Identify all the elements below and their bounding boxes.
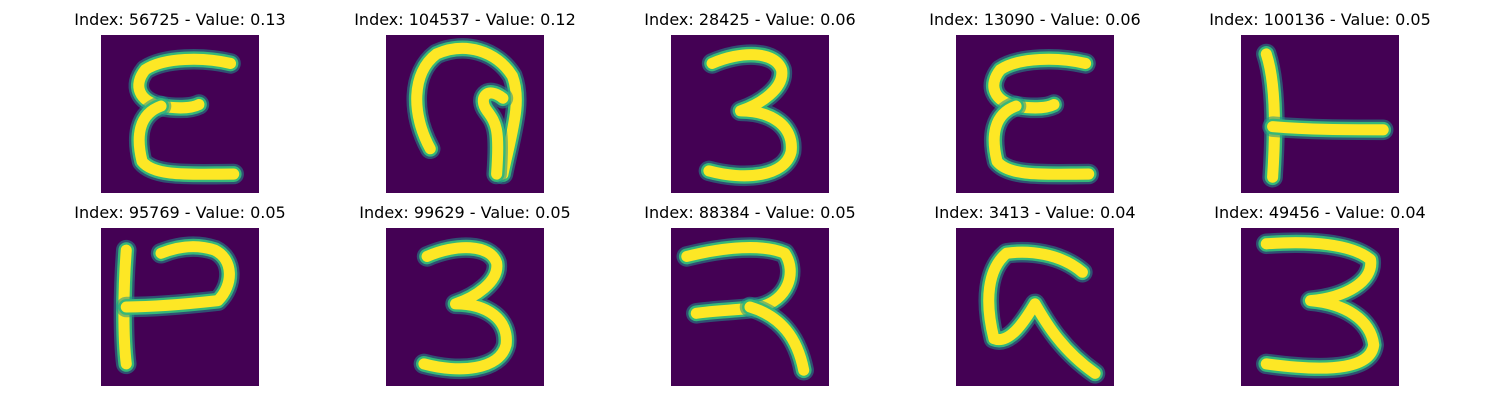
panel-5: Index: 100136 - Value: 0.05: [1190, 10, 1450, 200]
panel-title: Index: 99629 - Value: 0.05: [359, 203, 571, 222]
panel-3: Index: 28425 - Value: 0.06: [620, 10, 880, 200]
panel-title: Index: 104537 - Value: 0.12: [354, 10, 576, 29]
glyph-stroke: [1267, 121, 1389, 136]
digit-image: [671, 35, 829, 193]
panel-title: Index: 13090 - Value: 0.06: [929, 10, 1141, 29]
digit-image: [101, 228, 259, 386]
digit-image: [1241, 35, 1399, 193]
digit-image: [956, 228, 1114, 386]
panel-1: Index: 56725 - Value: 0.13: [50, 10, 310, 200]
digit-image: [386, 228, 544, 386]
glyph-stroke: [681, 242, 796, 319]
glyph-stroke: [411, 42, 522, 180]
glyph-stroke: [988, 53, 1092, 114]
panel-title: Index: 28425 - Value: 0.06: [644, 10, 856, 29]
panel-title: Index: 49456 - Value: 0.04: [1214, 203, 1426, 222]
glyph-stroke: [133, 53, 237, 114]
glyph-stroke: [418, 242, 512, 375]
panel-6: Index: 95769 - Value: 0.05: [50, 203, 310, 393]
panel-title: Index: 56725 - Value: 0.13: [74, 10, 286, 29]
panel-10: Index: 49456 - Value: 0.04: [1190, 203, 1450, 393]
panel-4: Index: 13090 - Value: 0.06: [905, 10, 1165, 200]
digit-image: [101, 35, 259, 193]
panel-title: Index: 95769 - Value: 0.05: [74, 203, 286, 222]
digit-image: [386, 35, 544, 193]
glyph-stroke: [133, 100, 240, 180]
glyph-stroke: [120, 241, 235, 313]
panel-2: Index: 104537 - Value: 0.12: [335, 10, 595, 200]
digit-image: [956, 35, 1114, 193]
glyph-stroke: [983, 246, 1101, 379]
glyph-stroke: [703, 49, 797, 182]
glyph-stroke: [988, 100, 1095, 180]
glyph-stroke: [1260, 237, 1380, 374]
glyph-stroke: [744, 301, 810, 376]
glyph-stroke: [1260, 48, 1281, 183]
panel-8: Index: 88384 - Value: 0.05: [620, 203, 880, 393]
panel-title: Index: 88384 - Value: 0.05: [644, 203, 856, 222]
digit-image: [1241, 228, 1399, 386]
panel-title: Index: 3413 - Value: 0.04: [934, 203, 1136, 222]
panel-9: Index: 3413 - Value: 0.04: [905, 203, 1165, 393]
panel-title: Index: 100136 - Value: 0.05: [1209, 10, 1431, 29]
glyph-stroke: [477, 87, 509, 180]
panel-7: Index: 99629 - Value: 0.05: [335, 203, 595, 393]
digit-image: [671, 228, 829, 386]
